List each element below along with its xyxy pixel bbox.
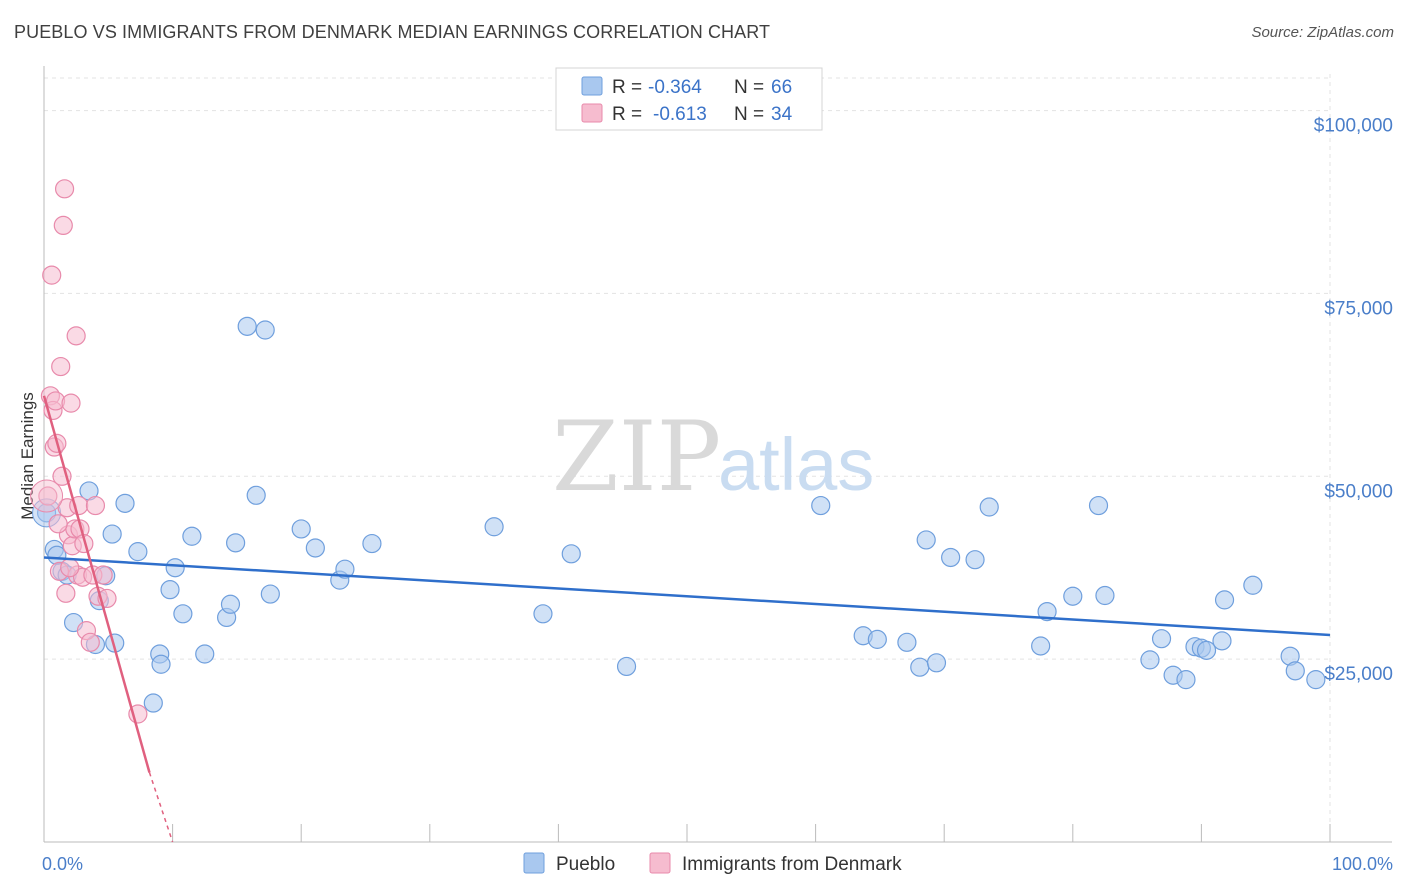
x-tick-labels: 0.0% 100.0% (42, 854, 1393, 874)
pueblo-point (260, 584, 280, 604)
legend-swatch-pueblo (581, 76, 603, 96)
y-tick-label: $100,000 (1314, 116, 1393, 137)
series-denmark-points (30, 179, 148, 724)
series-pueblo-points (32, 316, 1326, 713)
axes (43, 66, 1392, 843)
pueblo-point (165, 558, 185, 578)
pueblo-point (926, 653, 947, 673)
legend-r-label-pueblo: R = (612, 77, 642, 98)
pueblo-point (867, 629, 887, 649)
pueblo-point (1095, 585, 1115, 606)
pueblo-point (1031, 636, 1051, 656)
bottom-legend-label-pueblo: Pueblo (556, 854, 615, 875)
bottom-legend-swatch-denmark (649, 852, 671, 874)
denmark-point (42, 265, 62, 285)
legend-r-label-denmark: R = (612, 104, 642, 125)
legend: R = -0.364 N = 66 R = -0.613 N = 34 (555, 67, 823, 131)
pueblo-point (226, 533, 246, 553)
legend-r-value-denmark: -0.613 (653, 104, 707, 125)
pueblo-point (102, 524, 122, 544)
legend-swatch-denmark (581, 103, 603, 123)
denmark-point (66, 326, 86, 346)
denmark-point (61, 393, 81, 413)
pueblo-point (1088, 495, 1109, 516)
pueblo-point (335, 559, 355, 579)
trend-line-denmark (42, 395, 151, 773)
pueblo-point (255, 320, 275, 340)
pueblo-point (897, 632, 917, 652)
bottom-legend: Pueblo Immigrants from Denmark (523, 852, 902, 875)
pueblo-point (305, 538, 325, 558)
x-tick-label: 0.0% (42, 854, 83, 874)
pueblo-point (173, 604, 193, 624)
pueblo-point (1063, 586, 1083, 606)
trend-line-pueblo (43, 556, 1331, 637)
denmark-point (48, 514, 68, 534)
pueblo-point (362, 533, 382, 554)
denmark-point (54, 179, 75, 199)
denmark-point-large (30, 479, 64, 513)
pueblo-point (533, 604, 553, 624)
pueblo-point (1140, 650, 1160, 670)
y-tick-labels: $25,000 $50,000 $75,000 $100,000 (1314, 116, 1393, 686)
legend-n-value-pueblo: 66 (771, 77, 792, 98)
chart-source: Source: ZipAtlas.com (1251, 24, 1394, 41)
watermark-zip: ZIP (552, 401, 721, 513)
pueblo-point (1212, 631, 1232, 651)
pueblo-point (182, 526, 202, 546)
y-tick-label: $50,000 (1324, 481, 1393, 502)
pueblo-point (910, 657, 930, 677)
pueblo-point (1214, 590, 1235, 610)
denmark-point (51, 356, 71, 377)
legend-n-label-denmark: N = (734, 104, 764, 125)
denmark-point (85, 495, 106, 516)
pueblo-point (1037, 601, 1057, 622)
pueblo-point (1243, 575, 1263, 595)
y-tick-label: $75,000 (1324, 298, 1393, 319)
pueblo-point (484, 517, 504, 537)
denmark-point (80, 632, 100, 652)
legend-n-label-pueblo: N = (734, 77, 764, 98)
pueblo-point (1285, 661, 1305, 681)
pueblo-point (965, 550, 985, 570)
pueblo-point (246, 485, 266, 505)
pueblo-point (616, 656, 637, 677)
denmark-point (53, 215, 73, 236)
bottom-legend-label-denmark: Immigrants from Denmark (682, 854, 902, 875)
pueblo-point (195, 644, 215, 664)
pueblo-point (941, 547, 961, 568)
y-tick-label: $25,000 (1324, 664, 1393, 685)
bottom-legend-swatch-pueblo (523, 852, 545, 874)
watermark-atlas: atlas (718, 423, 874, 506)
pueblo-point (143, 693, 163, 713)
pueblo-point (291, 519, 311, 539)
pueblo-point (916, 530, 936, 550)
denmark-point (60, 558, 80, 578)
pueblo-point (1196, 640, 1217, 660)
denmark-point (56, 583, 76, 603)
pueblo-point (811, 495, 831, 516)
watermark: ZIP atlas (552, 401, 874, 513)
pueblo-point (561, 544, 581, 564)
legend-r-value-pueblo: -0.364 (648, 77, 702, 98)
pueblo-point (237, 316, 257, 336)
pueblo-point (128, 542, 148, 562)
chart-title: PUEBLO VS IMMIGRANTS FROM DENMARK MEDIAN… (14, 22, 771, 42)
legend-n-value-denmark: 34 (771, 104, 793, 125)
pueblo-point (1151, 629, 1172, 649)
x-tick-label: 100.0% (1332, 854, 1393, 874)
pueblo-point (1306, 670, 1326, 690)
pueblo-point (160, 580, 180, 600)
pueblo-point (1176, 670, 1196, 690)
pueblo-point (220, 594, 241, 614)
pueblo-point (151, 654, 171, 674)
pueblo-point (115, 493, 135, 513)
denmark-point (38, 486, 58, 506)
trend-line-denmark-extension (148, 772, 174, 843)
trend-lines (42, 395, 1331, 843)
pueblo-point (979, 497, 999, 517)
